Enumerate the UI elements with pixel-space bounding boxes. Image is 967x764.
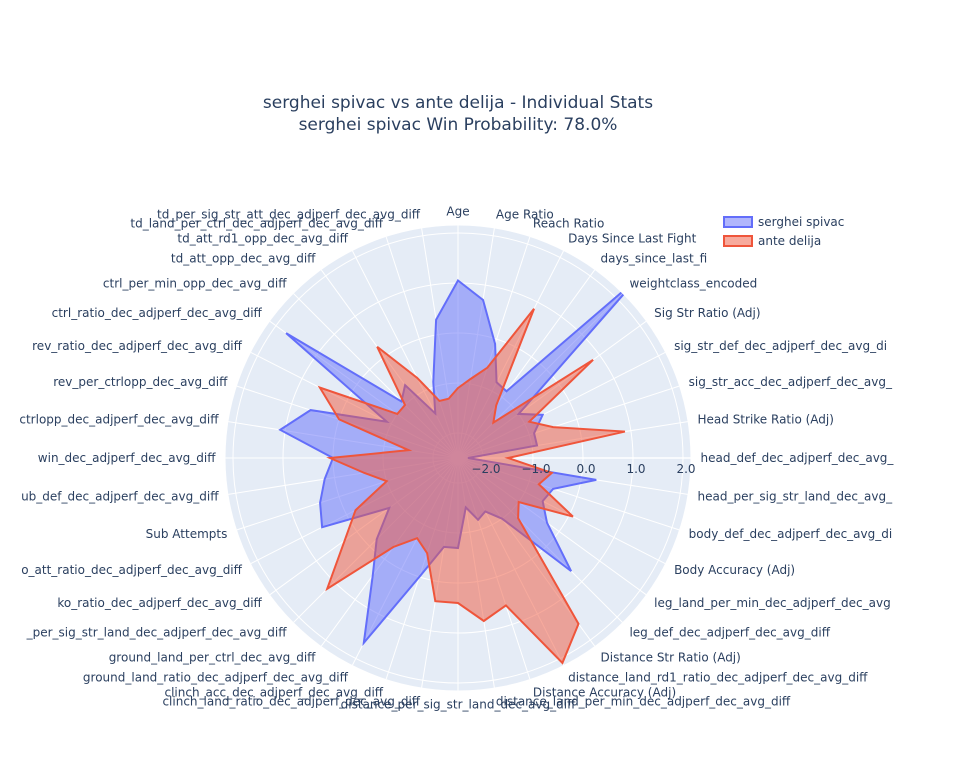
angular-tick-label: leg_def_dec_adjperf_dec_avg_diff: [629, 625, 830, 639]
angular-tick-label: ko_ratio_dec_adjperf_dec_avg_diff: [57, 596, 262, 610]
angular-tick-label: days_since_last_fi: [601, 252, 708, 266]
legend-swatch: [723, 235, 753, 247]
angular-tick-label: Reach Ratio: [533, 217, 604, 231]
angular-tick-label: Sub Attempts: [146, 527, 228, 541]
radial-tick-label: 0.0: [576, 462, 595, 476]
legend-swatch: [723, 216, 753, 228]
angular-tick-label: o_att_ratio_dec_adjperf_dec_avg_diff: [21, 563, 242, 577]
angular-tick-label: ctrl_ratio_dec_adjperf_dec_avg_diff: [52, 306, 263, 320]
angular-tick-label: Days Since Last Fight: [568, 231, 697, 245]
angular-tick-label: td_land_per_ctrl_dec_adjperf_dec_avg_dif…: [130, 217, 383, 231]
angular-tick-label: sig_str_acc_dec_adjperf_dec_avg_: [689, 375, 893, 389]
angular-tick-label: td_per_sig_str_att_dec_adjperf_dec_avg_d…: [157, 208, 421, 222]
angular-tick-label: sig_str_def_dec_adjperf_dec_avg_di: [674, 339, 887, 353]
angular-tick-label: Distance Str Ratio (Adj): [601, 650, 741, 664]
angular-tick-label: win_dec_adjperf_dec_avg_diff: [38, 451, 216, 465]
radar-area: [317, 308, 626, 665]
angular-tick-label: clinch_land_ratio_dec_adjperf_dec_avg_di…: [162, 694, 420, 708]
angular-tick-label: Body Accuracy (Adj): [674, 563, 795, 577]
angular-tick-label: distance_land_per_min_dec_adjperf_dec_av…: [496, 694, 791, 708]
chart-title: serghei spivac vs ante delija - Individu…: [263, 93, 653, 113]
angular-tick-label: weightclass_encoded: [629, 277, 757, 291]
angular-tick-label: rev_ratio_dec_adjperf_dec_avg_diff: [32, 339, 243, 353]
angular-tick-label: ub_def_dec_adjperf_dec_avg_diff: [21, 490, 219, 504]
angular-tick-label: _per_sig_str_land_dec_adjperf_dec_avg_di…: [26, 625, 288, 639]
angular-tick-label: head_def_dec_adjperf_dec_avg_: [701, 451, 895, 465]
angular-tick-label: Head Strike Ratio (Adj): [698, 412, 834, 426]
legend-label: ante delija: [758, 234, 821, 248]
angular-tick-label: td_att_rd1_opp_dec_avg_diff: [177, 231, 348, 245]
radial-tick-label: −1.0: [521, 462, 550, 476]
angular-tick-label: body_def_dec_adjperf_dec_avg_di: [689, 527, 893, 541]
angular-tick-label: ctrl_per_min_opp_dec_avg_diff: [103, 277, 287, 291]
plot-area: [278, 278, 638, 665]
radial-tick-label: 2.0: [676, 462, 695, 476]
radial-tick-label: 1.0: [626, 462, 645, 476]
angular-tick-label: td_att_opp_dec_avg_diff: [171, 252, 316, 266]
angular-tick-label: clinch_acc_dec_adjperf_dec_avg_diff: [164, 685, 383, 699]
angular-tick-label: ground_land_per_ctrl_dec_avg_diff: [109, 650, 316, 664]
angular-tick-label: distance_land_rd1_ratio_dec_adjperf_dec_…: [568, 671, 868, 685]
angular-tick-label: Age Ratio: [496, 208, 554, 222]
angular-tick-label: Sig Str Ratio (Adj): [654, 306, 760, 320]
angular-tick-label: ctrlopp_dec_adjperf_dec_avg_diff: [19, 412, 219, 426]
legend-label: serghei spivac: [758, 215, 844, 229]
chart-subtitle: serghei spivac Win Probability: 78.0%: [299, 115, 618, 135]
angular-tick-label: Distance Accuracy (Adj): [533, 685, 676, 699]
angular-tick-label: head_per_sig_str_land_dec_avg_: [698, 490, 894, 504]
radial-tick-label: −2.0: [471, 462, 500, 476]
angular-tick-label: distance_per_sig_str_land_dec_avg_diff: [341, 698, 576, 712]
angular-tick-label: Age: [446, 205, 469, 219]
angular-tick-label: ground_land_ratio_dec_adjperf_dec_avg_di…: [83, 671, 349, 685]
angular-tick-label: rev_per_ctrlopp_dec_avg_diff: [53, 375, 228, 389]
angular-tick-label: leg_land_per_min_dec_adjperf_dec_avg: [654, 596, 891, 610]
